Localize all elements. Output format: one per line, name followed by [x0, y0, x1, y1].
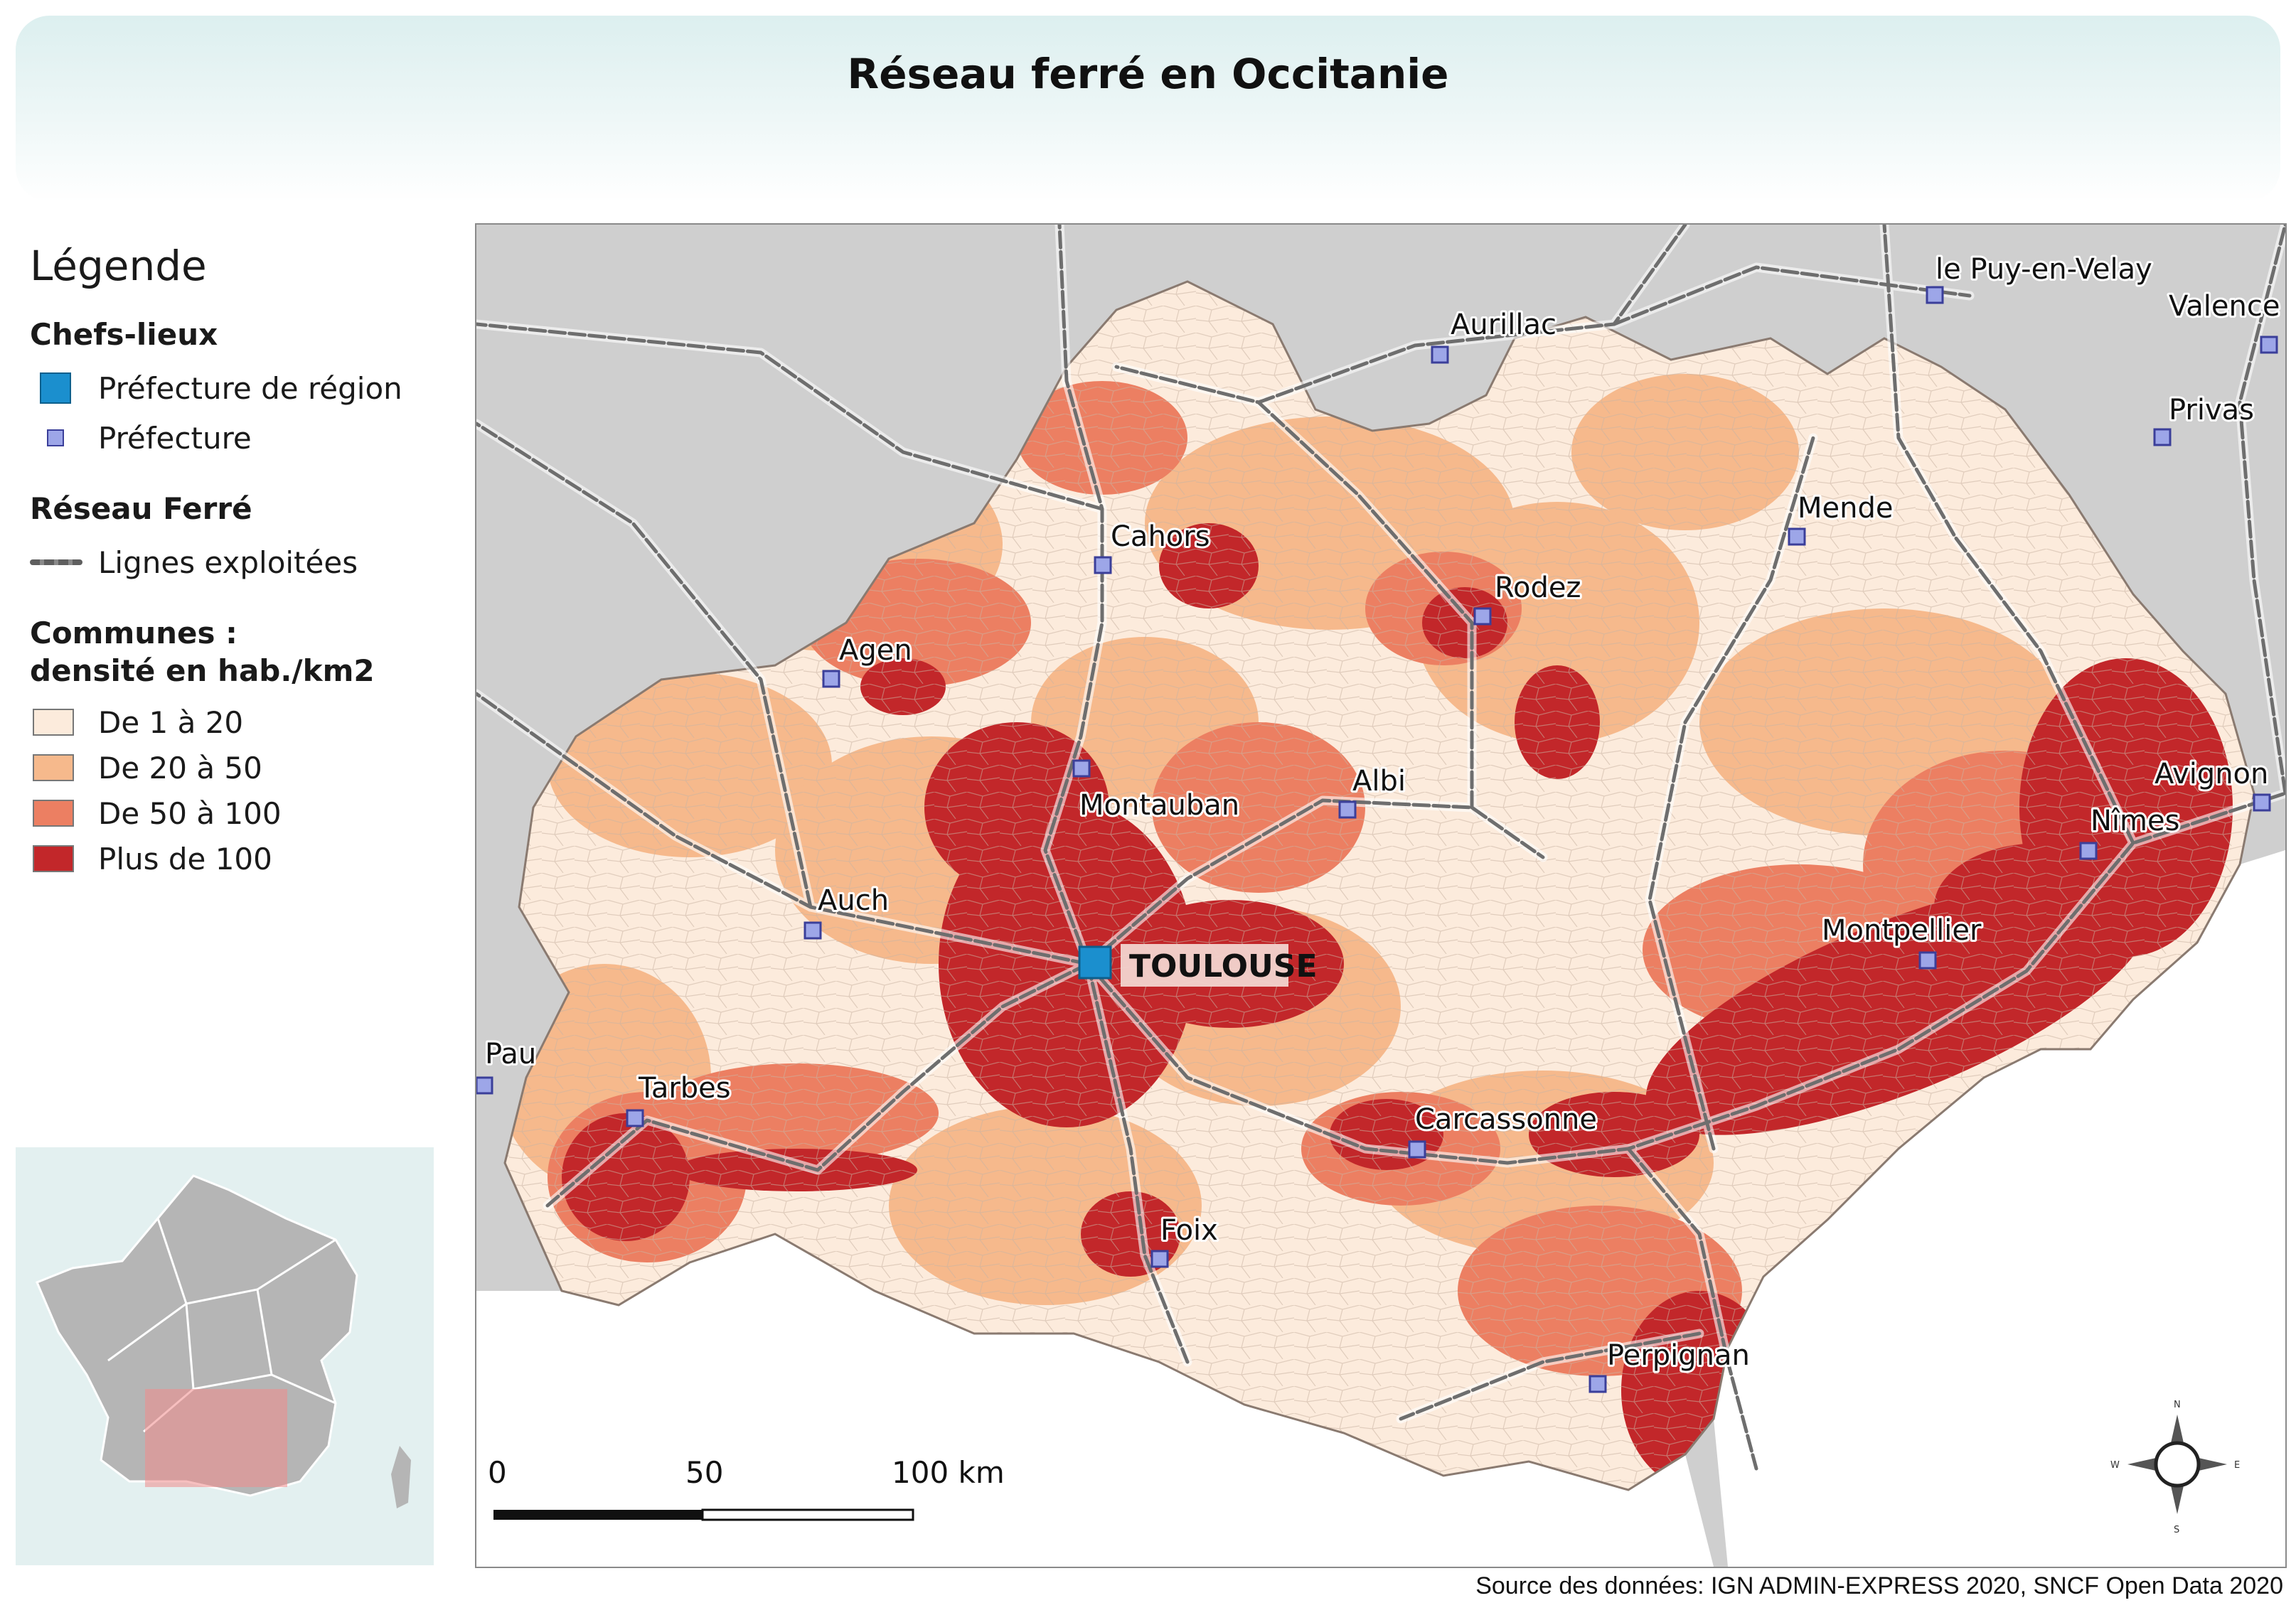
prefecture-region-symbol-icon — [40, 372, 71, 404]
legend-reseau-heading: Réseau Ferré — [30, 491, 252, 526]
city-label-albi: Albi — [1352, 765, 1406, 798]
city-label-cahors: Cahors — [1111, 520, 1210, 553]
density-swatch-2 — [33, 754, 74, 781]
city-label-avignon: Avignon — [2154, 758, 2268, 790]
city-label-pau: Pau — [485, 1038, 536, 1071]
marker-albi[interactable] — [1338, 800, 1357, 819]
density-swatch-4 — [33, 845, 74, 872]
inset-region-borders — [107, 1218, 336, 1433]
city-labels: Cahors Aurillac le Puy-en-Velay Valence … — [483, 251, 2282, 1374]
toulouse-label-bg — [1121, 944, 1288, 987]
marker-cahors[interactable] — [1094, 556, 1112, 574]
city-label-auch: Auch — [818, 884, 889, 917]
city-label-puy: le Puy-en-Velay — [1935, 253, 2152, 286]
city-label-aurillac: Aurillac — [1451, 309, 1557, 341]
marker-pau[interactable] — [476, 1076, 493, 1095]
legend-row-lignes: Lignes exploitées — [30, 537, 456, 587]
legend: Légende Chefs-lieux Préfecture de région… — [30, 242, 456, 881]
marker-privas[interactable] — [2153, 428, 2172, 446]
marker-foix[interactable] — [1150, 1250, 1169, 1268]
legend-class-label: De 50 à 100 — [98, 795, 282, 831]
scale-label-mid: 50 — [685, 1455, 723, 1490]
marker-valence[interactable] — [2260, 336, 2278, 354]
legend-row-prefecture: Préfecture — [30, 413, 456, 463]
scale-segment-dark — [493, 1510, 703, 1520]
inset-france-svg — [36, 1174, 411, 1508]
spain-area — [476, 1234, 1714, 1567]
legend-communes-heading: Communes : — [30, 616, 237, 650]
marker-toulouse[interactable] — [1078, 945, 1112, 980]
legend-class-label: Plus de 100 — [98, 841, 272, 876]
city-label-rodez: Rodez — [1495, 572, 1581, 604]
scale-label-zero: 0 — [488, 1455, 507, 1490]
marker-nimes[interactable] — [2079, 842, 2098, 860]
scale-bar: 0 50 100 km — [488, 1455, 1005, 1521]
legend-prefecture-region-label: Préfecture de région — [98, 370, 402, 406]
city-label-foix: Foix — [1160, 1214, 1218, 1247]
city-label-carcassonne: Carcassonne — [1415, 1103, 1597, 1136]
legend-lignes-label: Lignes exploitées — [98, 545, 358, 580]
marker-perpignan[interactable] — [1588, 1375, 1607, 1393]
marker-tarbes[interactable] — [626, 1109, 644, 1127]
title-band — [16, 16, 2280, 202]
marker-rodez[interactable] — [1473, 607, 1492, 626]
legend-class-label: De 1 à 20 — [98, 704, 244, 740]
prefecture-markers — [476, 286, 2278, 1393]
legend-title: Légende — [30, 242, 207, 290]
corsica — [391, 1446, 411, 1508]
data-source: Source des données: IGN ADMIN-EXPRESS 20… — [1475, 1572, 2283, 1599]
city-label-valence: Valence — [2169, 290, 2280, 323]
city-label-agen: Agen — [839, 634, 912, 667]
legend-prefecture-label: Préfecture — [98, 420, 252, 456]
compass-n: N — [2174, 1400, 2181, 1410]
legend-chefs-lieux-heading: Chefs-lieux — [30, 317, 218, 352]
occitanie-highlight-box — [145, 1389, 287, 1487]
city-label-perpignan: Perpignan — [1607, 1339, 1750, 1372]
marker-puy[interactable] — [1926, 286, 1944, 304]
city-label-toulouse: TOULOUSE — [1129, 948, 1318, 985]
marker-carcassonne[interactable] — [1408, 1140, 1426, 1159]
legend-class-label: De 20 à 50 — [98, 750, 262, 785]
marker-montpellier[interactable] — [1918, 951, 1937, 970]
city-label-privas: Privas — [2169, 394, 2254, 427]
density-swatch-3 — [33, 800, 74, 827]
city-label-nimes: Nîmes — [2091, 805, 2179, 837]
city-label-montauban: Montauban — [1079, 789, 1239, 822]
marker-avignon[interactable] — [2253, 793, 2271, 812]
inset-map — [16, 1147, 434, 1565]
rail-line-symbol-icon — [30, 559, 82, 565]
sea — [1714, 850, 2285, 1567]
legend-class-row: De 1 à 20 — [30, 699, 456, 745]
legend-row-prefecture-region: Préfecture de région — [30, 363, 456, 413]
city-label-montpellier: Montpellier — [1822, 914, 1982, 947]
legend-class-row: Plus de 100 — [30, 836, 456, 881]
compass-s: S — [2174, 1525, 2179, 1535]
marker-montauban[interactable] — [1072, 759, 1091, 778]
marker-auch[interactable] — [803, 921, 822, 940]
map-frame: TOULOUSE Cahors Aurillac le Puy-en-Velay… — [475, 223, 2287, 1568]
legend-class-row: De 20 à 50 — [30, 745, 456, 790]
marker-aurillac[interactable] — [1431, 345, 1449, 364]
city-label-tarbes: Tarbes — [638, 1072, 731, 1105]
density-swatch-1 — [33, 709, 74, 736]
compass-e: E — [2234, 1460, 2240, 1471]
compass-rose-icon: N S E W — [2110, 1400, 2240, 1535]
rail-network — [476, 225, 2285, 1474]
main-map: TOULOUSE Cahors Aurillac le Puy-en-Velay… — [476, 225, 2285, 1567]
scale-segment-light — [701, 1508, 914, 1521]
prefecture-symbol-icon — [47, 429, 64, 446]
marker-agen[interactable] — [822, 670, 840, 688]
legend-class-row: De 50 à 100 — [30, 790, 456, 836]
marker-mende[interactable] — [1788, 527, 1806, 546]
compass-w: W — [2110, 1460, 2120, 1471]
map-title: Réseau ferré en Occitanie — [847, 50, 1449, 98]
city-label-mende: Mende — [1798, 492, 1893, 525]
scale-label-end: 100 km — [892, 1455, 1005, 1490]
legend-communes-subheading: densité en hab./km2 — [30, 653, 375, 688]
